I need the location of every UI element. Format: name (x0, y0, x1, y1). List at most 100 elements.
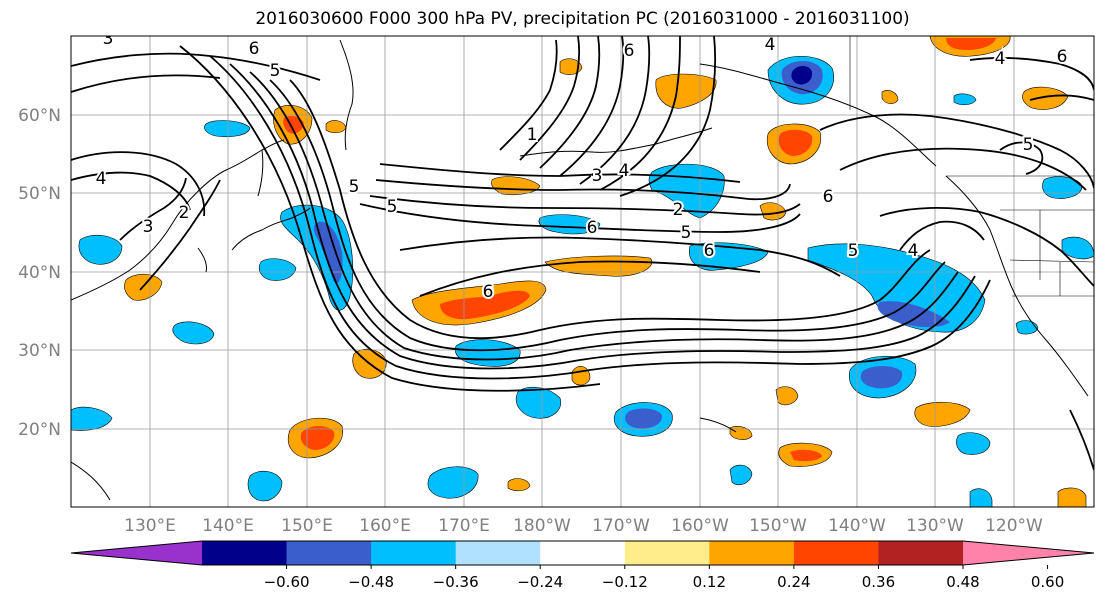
pv-contour (839, 147, 1087, 191)
pv-contour (519, 36, 581, 161)
positive-precip-area (881, 90, 899, 104)
contour-label: 4 (96, 169, 107, 189)
lon-label: 120°W (985, 516, 1043, 536)
lon-label: 150°E (281, 516, 333, 536)
pv-contour (209, 55, 991, 380)
pv-contour (71, 171, 191, 211)
negative-precip-area (71, 406, 113, 431)
negative-precip-area (953, 93, 977, 106)
pv-contour (499, 39, 558, 151)
contour-label: 5 (387, 197, 398, 217)
contour-label: 4 (619, 161, 630, 181)
pv-contour (369, 195, 801, 216)
coastline-sakhalin (257, 149, 264, 197)
lon-label: 170°W (592, 516, 650, 536)
negative-precip-core (860, 366, 903, 389)
negative-precip-area (1042, 176, 1083, 199)
contour-label: 6 (823, 187, 834, 207)
positive-precip-area (571, 366, 591, 386)
contour-label: 4 (765, 35, 776, 55)
positive-precip-area (559, 58, 583, 75)
pv-contour (139, 179, 221, 291)
lon-label: 130°E (124, 516, 176, 536)
pv-contour (539, 36, 601, 169)
map-frame (70, 35, 1095, 508)
colorbar-tick-label: 0.12 (693, 573, 726, 591)
colorbar-tick-label: −0.12 (602, 573, 648, 591)
negative-precip-area (258, 258, 297, 281)
colorbar-segment (371, 541, 457, 565)
pv-contour (399, 236, 841, 277)
pv-contour (1069, 409, 1094, 471)
negative-precip-area (204, 120, 251, 138)
colorbar-tick-label: 0.48 (946, 573, 979, 591)
lon-label: 130°W (906, 516, 964, 536)
negative-precip-area (956, 432, 991, 455)
negative-precip-area (247, 470, 283, 502)
contour-label: 5 (1023, 135, 1034, 155)
lon-label: 140°W (828, 516, 886, 536)
lon-label: 170°E (438, 516, 490, 536)
coastline-japan (231, 207, 311, 251)
contour-label: 6 (587, 218, 598, 238)
lon-label: 150°W (749, 516, 807, 536)
pv-contours (71, 36, 1094, 471)
negative-precip-core (625, 408, 662, 429)
colorbar-tick-label: −0.48 (348, 573, 394, 591)
contour-label: 6 (704, 241, 715, 261)
contour-label: 5 (848, 241, 859, 261)
negative-precip-area (729, 464, 753, 486)
coastline-kamchatka (339, 39, 354, 151)
colorbar-extend-low (71, 541, 202, 565)
pv-contour (1029, 94, 1094, 101)
lon-label: 160°E (359, 516, 411, 536)
lon-label: 140°E (202, 516, 254, 536)
contour-label: 5 (681, 223, 692, 243)
pv-contour (119, 177, 187, 241)
pv-contour (179, 45, 601, 392)
coastline-hawaii (699, 417, 737, 433)
colorbar-segment (455, 541, 541, 565)
positive-precip-area (507, 478, 531, 492)
pv-contour (599, 36, 681, 191)
coastline-asia (71, 139, 285, 301)
colorbar-tick-label: 0.24 (777, 573, 810, 591)
colorbar-extend-high (963, 541, 1094, 565)
colorbar-segment (286, 541, 372, 565)
pv-contour (419, 260, 761, 297)
pv-contour (999, 141, 1044, 175)
colorbar-tick-label: 0.60 (1031, 573, 1064, 591)
positive-precip-core (790, 449, 822, 462)
colorbar-tick-label: 0.36 (862, 573, 895, 591)
contour-label: 6 (483, 282, 494, 302)
map-title: 2016030600 F000 300 hPa PV, precipitatio… (255, 9, 910, 29)
positive-precip-area (775, 386, 799, 406)
contour-label: 5 (270, 61, 281, 81)
pv-contour (359, 203, 801, 233)
negative-precip-core (791, 66, 813, 85)
contour-label: 3 (143, 217, 154, 237)
coastline-taiwan-sea (71, 461, 111, 501)
latitude-labels: 60°N 50°N 40°N 30°N 20°N (18, 106, 61, 440)
pv-contour (229, 63, 976, 370)
lat-label: 40°N (18, 263, 61, 283)
positive-precip-area (759, 202, 787, 221)
colorbar-segment (540, 541, 626, 565)
contour-label: 4 (908, 241, 919, 261)
colorbar-segment (878, 541, 964, 565)
lat-label: 30°N (18, 341, 61, 361)
contour-label: 6 (1057, 47, 1068, 67)
contour-label: 3 (103, 29, 114, 49)
colorbar-segment (793, 541, 879, 565)
negative-precip-area (969, 488, 993, 507)
positive-precip-area (1022, 86, 1069, 110)
pv-contour (619, 36, 717, 197)
positive-precip-core (440, 290, 530, 320)
negative-precip-core (877, 301, 950, 328)
pv-contour (819, 113, 1094, 189)
contour-label: 1 (527, 125, 538, 145)
contour-label: 2 (179, 203, 190, 223)
